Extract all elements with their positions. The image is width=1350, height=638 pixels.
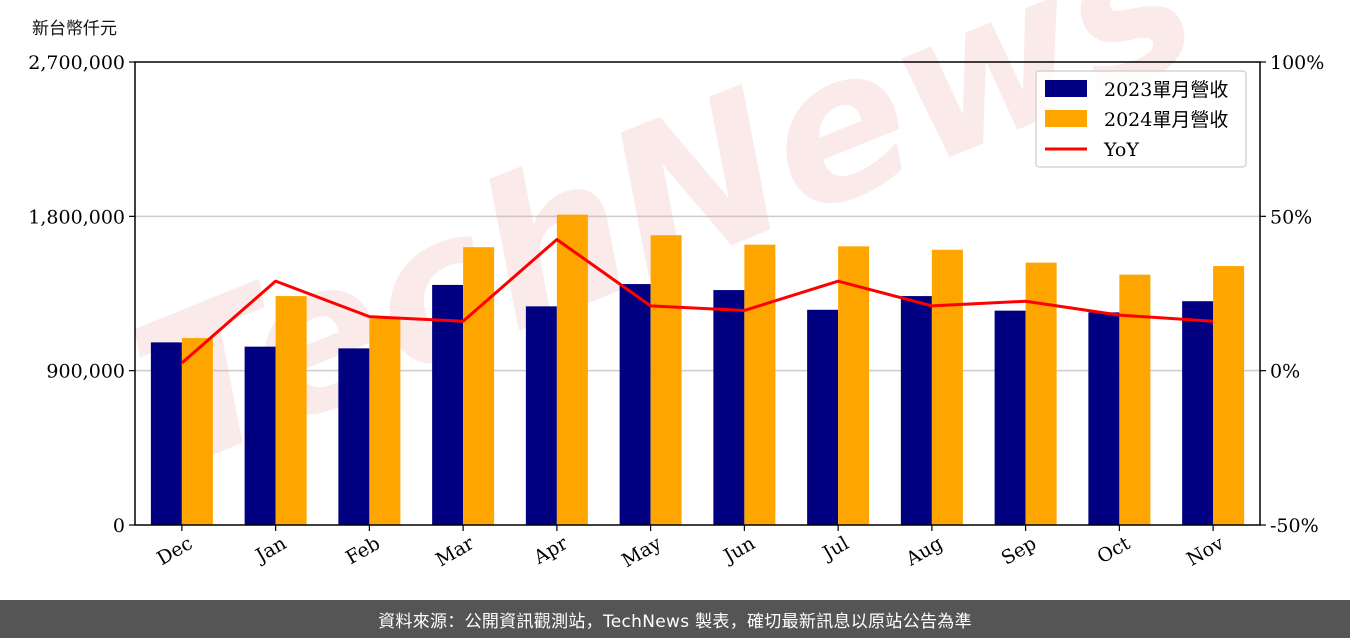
- yoy-line: [180, 237, 1214, 365]
- yoy-line-series: [180, 237, 1214, 365]
- y2-tick-label: -50%: [1270, 515, 1319, 537]
- bar-2024-jul: [838, 246, 870, 525]
- x-tick-label-sep: Sep: [998, 532, 1041, 569]
- y-axis-unit-label: 新台幣仟元: [32, 19, 117, 39]
- x-tick-label-apr: Apr: [529, 532, 572, 569]
- bar-2023-may: [619, 284, 651, 525]
- bar-2023-dec: [150, 342, 182, 525]
- bar-series: [150, 214, 1245, 525]
- bar-2024-may: [650, 235, 682, 525]
- y2-tick-label: 0%: [1270, 361, 1300, 383]
- x-tick-label-aug: Aug: [901, 532, 946, 571]
- legend-swatch: [1045, 110, 1087, 127]
- bar-2024-nov: [1213, 266, 1245, 525]
- y-tick-label: 1,800,000: [28, 206, 125, 228]
- bar-2023-oct: [1088, 312, 1120, 525]
- gridlines: [135, 215, 1260, 372]
- legend: 2023單月營收 2024單月營收 YoY: [1035, 70, 1247, 168]
- bar-2023-sep: [994, 310, 1026, 525]
- y2-tick-label: 50%: [1270, 206, 1312, 228]
- legend-label: 2024單月營收: [1104, 109, 1228, 131]
- bar-2023-jul: [807, 309, 839, 525]
- bar-2024-apr: [556, 214, 588, 525]
- bar-2023-aug: [900, 296, 932, 525]
- bar-2023-nov: [1182, 301, 1214, 525]
- y-tick-label: 900,000: [46, 361, 125, 383]
- bar-2024-mar: [463, 247, 495, 525]
- bar-2024-feb: [369, 318, 401, 525]
- bar-2024-aug: [931, 249, 963, 525]
- legend-box: [1035, 70, 1247, 168]
- bar-2024-oct: [1119, 274, 1151, 525]
- bar-2023-mar: [432, 284, 464, 525]
- bar-2024-jun: [744, 244, 776, 525]
- legend-swatch: [1045, 80, 1087, 97]
- x-tick-label-jun: Jun: [718, 532, 759, 568]
- bar-2024-dec: [181, 338, 213, 525]
- x-tick-label-may: May: [618, 532, 665, 572]
- x-tick-label-nov: Nov: [1183, 532, 1228, 571]
- x-tick-label-oct: Oct: [1094, 532, 1135, 568]
- x-tick-label-feb: Feb: [342, 532, 384, 569]
- legend-label: 2023單月營收: [1104, 79, 1228, 101]
- x-tick-label-jan: Jan: [250, 532, 290, 568]
- source-footer: 資料來源：公開資訊觀測站，TechNews 製表，確切最新訊息以原站公告為準: [0, 600, 1350, 638]
- bar-2023-apr: [525, 306, 557, 525]
- x-tick-label-mar: Mar: [432, 532, 478, 571]
- plot-frame: [134, 61, 1261, 526]
- bar-2023-feb: [338, 348, 370, 525]
- legend-label: YoY: [1103, 139, 1139, 161]
- y-tick-label: 0: [113, 515, 125, 537]
- bar-2023-jun: [713, 290, 745, 525]
- revenue-chart: TechNews 0900,0001,800,0002,700,000-50%0…: [28, 0, 1324, 572]
- bar-2024-jan: [275, 296, 307, 525]
- x-tick-label-jul: Jul: [817, 532, 852, 565]
- x-tick-label-dec: Dec: [153, 532, 196, 570]
- bar-2023-jan: [244, 346, 276, 525]
- y-tick-label: 2,700,000: [28, 52, 125, 74]
- y2-tick-label: 100%: [1270, 52, 1324, 74]
